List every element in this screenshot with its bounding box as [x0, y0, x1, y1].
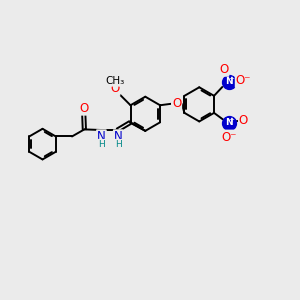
Text: O: O: [219, 63, 228, 76]
Text: +: +: [229, 117, 235, 123]
Text: CH₃: CH₃: [105, 76, 124, 86]
Text: N: N: [226, 118, 233, 127]
Text: +: +: [228, 76, 234, 82]
Text: O: O: [172, 97, 181, 110]
Text: O⁻: O⁻: [236, 74, 251, 87]
Text: O: O: [110, 82, 119, 95]
Text: O⁻: O⁻: [222, 130, 237, 143]
Text: O: O: [239, 114, 248, 127]
Text: N: N: [225, 77, 232, 86]
Text: O: O: [79, 102, 88, 115]
Text: N: N: [114, 130, 123, 143]
Text: N: N: [97, 130, 106, 143]
Text: H: H: [115, 140, 122, 148]
Text: H: H: [98, 140, 105, 148]
